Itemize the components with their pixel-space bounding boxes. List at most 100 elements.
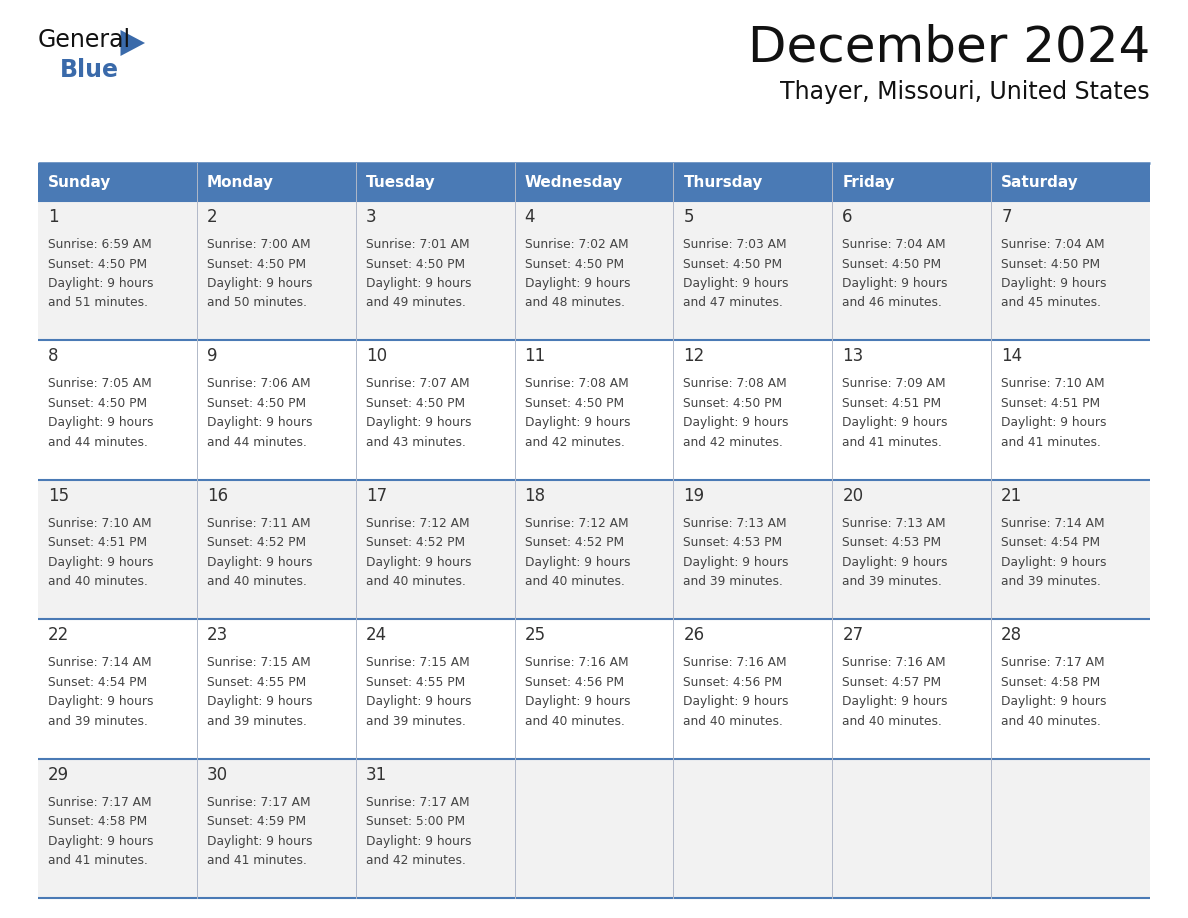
Bar [991, 758, 1150, 898]
Text: Sunrise: 7:15 AM: Sunrise: 7:15 AM [366, 656, 469, 669]
Bar [38, 341, 197, 480]
Text: Daylight: 9 hours: Daylight: 9 hours [366, 277, 472, 290]
Text: Daylight: 9 hours: Daylight: 9 hours [207, 277, 312, 290]
Text: and 42 minutes.: and 42 minutes. [683, 436, 783, 449]
Bar [674, 758, 833, 898]
Text: Sunrise: 7:06 AM: Sunrise: 7:06 AM [207, 377, 310, 390]
Text: Sunrise: 7:12 AM: Sunrise: 7:12 AM [525, 517, 628, 530]
Text: Sunset: 4:50 PM: Sunset: 4:50 PM [842, 258, 941, 271]
Bar [514, 758, 674, 898]
Text: 26: 26 [683, 626, 704, 644]
Bar [514, 163, 674, 201]
Text: Sunset: 4:53 PM: Sunset: 4:53 PM [683, 536, 783, 549]
Text: Sunset: 4:54 PM: Sunset: 4:54 PM [48, 676, 147, 688]
Text: Sunset: 4:50 PM: Sunset: 4:50 PM [48, 258, 147, 271]
Text: 6: 6 [842, 208, 853, 226]
Text: Sunset: 4:52 PM: Sunset: 4:52 PM [207, 536, 307, 549]
Text: Saturday: Saturday [1001, 174, 1079, 189]
Text: Daylight: 9 hours: Daylight: 9 hours [683, 417, 789, 430]
Text: 8: 8 [48, 347, 58, 365]
Text: 31: 31 [366, 766, 387, 784]
Text: Daylight: 9 hours: Daylight: 9 hours [366, 555, 472, 569]
Text: Sunset: 4:59 PM: Sunset: 4:59 PM [207, 815, 307, 828]
Text: 15: 15 [48, 487, 69, 505]
Text: Daylight: 9 hours: Daylight: 9 hours [366, 834, 472, 847]
Bar [991, 480, 1150, 620]
Text: Sunrise: 7:17 AM: Sunrise: 7:17 AM [1001, 656, 1105, 669]
Text: Sunrise: 7:00 AM: Sunrise: 7:00 AM [207, 238, 310, 251]
Text: General: General [38, 28, 131, 52]
Text: Daylight: 9 hours: Daylight: 9 hours [842, 555, 948, 569]
Text: and 39 minutes.: and 39 minutes. [48, 715, 147, 728]
Text: Sunrise: 7:01 AM: Sunrise: 7:01 AM [366, 238, 469, 251]
Text: 21: 21 [1001, 487, 1023, 505]
Text: and 44 minutes.: and 44 minutes. [48, 436, 147, 449]
Text: Sunrise: 7:09 AM: Sunrise: 7:09 AM [842, 377, 946, 390]
Text: 28: 28 [1001, 626, 1022, 644]
Text: Daylight: 9 hours: Daylight: 9 hours [525, 417, 630, 430]
Text: Daylight: 9 hours: Daylight: 9 hours [842, 695, 948, 708]
Text: Daylight: 9 hours: Daylight: 9 hours [366, 417, 472, 430]
Bar [38, 480, 197, 620]
Text: Daylight: 9 hours: Daylight: 9 hours [207, 417, 312, 430]
Text: 14: 14 [1001, 347, 1022, 365]
Text: Sunrise: 7:15 AM: Sunrise: 7:15 AM [207, 656, 310, 669]
Text: Sunrise: 6:59 AM: Sunrise: 6:59 AM [48, 238, 152, 251]
Text: 11: 11 [525, 347, 545, 365]
Text: 9: 9 [207, 347, 217, 365]
Text: and 40 minutes.: and 40 minutes. [525, 576, 625, 588]
Text: 16: 16 [207, 487, 228, 505]
Text: and 40 minutes.: and 40 minutes. [48, 576, 147, 588]
Text: Daylight: 9 hours: Daylight: 9 hours [48, 695, 153, 708]
Bar [833, 201, 991, 341]
Text: Thayer, Missouri, United States: Thayer, Missouri, United States [781, 80, 1150, 104]
Bar [197, 341, 355, 480]
Text: Sunset: 4:58 PM: Sunset: 4:58 PM [48, 815, 147, 828]
Text: Sunrise: 7:16 AM: Sunrise: 7:16 AM [525, 656, 628, 669]
Text: and 51 minutes.: and 51 minutes. [48, 297, 148, 309]
Text: and 39 minutes.: and 39 minutes. [683, 576, 783, 588]
Text: Sunset: 4:50 PM: Sunset: 4:50 PM [366, 397, 465, 410]
Text: 1: 1 [48, 208, 58, 226]
Text: Daylight: 9 hours: Daylight: 9 hours [48, 277, 153, 290]
Text: Sunrise: 7:11 AM: Sunrise: 7:11 AM [207, 517, 310, 530]
Text: and 44 minutes.: and 44 minutes. [207, 436, 307, 449]
Text: and 40 minutes.: and 40 minutes. [842, 715, 942, 728]
Bar [197, 480, 355, 620]
Text: Sunset: 4:52 PM: Sunset: 4:52 PM [525, 536, 624, 549]
Text: Daylight: 9 hours: Daylight: 9 hours [525, 555, 630, 569]
Text: and 39 minutes.: and 39 minutes. [366, 715, 466, 728]
Text: Friday: Friday [842, 174, 895, 189]
Text: Daylight: 9 hours: Daylight: 9 hours [48, 834, 153, 847]
Text: Sunset: 4:55 PM: Sunset: 4:55 PM [207, 676, 307, 688]
Text: 18: 18 [525, 487, 545, 505]
Text: Sunset: 5:00 PM: Sunset: 5:00 PM [366, 815, 465, 828]
Text: Sunrise: 7:04 AM: Sunrise: 7:04 AM [1001, 238, 1105, 251]
Text: Sunrise: 7:16 AM: Sunrise: 7:16 AM [683, 656, 788, 669]
Text: Daylight: 9 hours: Daylight: 9 hours [207, 695, 312, 708]
Text: Sunset: 4:50 PM: Sunset: 4:50 PM [525, 258, 624, 271]
Bar [833, 480, 991, 620]
Text: Sunrise: 7:12 AM: Sunrise: 7:12 AM [366, 517, 469, 530]
Bar [38, 201, 197, 341]
Text: Sunrise: 7:13 AM: Sunrise: 7:13 AM [842, 517, 946, 530]
Text: Sunset: 4:50 PM: Sunset: 4:50 PM [48, 397, 147, 410]
Text: and 41 minutes.: and 41 minutes. [48, 854, 147, 868]
Text: Sunset: 4:50 PM: Sunset: 4:50 PM [1001, 258, 1100, 271]
Text: 23: 23 [207, 626, 228, 644]
Polygon shape [120, 30, 145, 56]
Text: Sunset: 4:56 PM: Sunset: 4:56 PM [683, 676, 783, 688]
Text: and 39 minutes.: and 39 minutes. [207, 715, 307, 728]
Bar [833, 620, 991, 758]
Bar [833, 341, 991, 480]
Text: Sunset: 4:50 PM: Sunset: 4:50 PM [366, 258, 465, 271]
Text: Sunrise: 7:02 AM: Sunrise: 7:02 AM [525, 238, 628, 251]
Text: Sunrise: 7:16 AM: Sunrise: 7:16 AM [842, 656, 946, 669]
Bar [991, 620, 1150, 758]
Text: and 50 minutes.: and 50 minutes. [207, 297, 307, 309]
Text: Sunrise: 7:05 AM: Sunrise: 7:05 AM [48, 377, 152, 390]
Text: 30: 30 [207, 766, 228, 784]
Text: and 43 minutes.: and 43 minutes. [366, 436, 466, 449]
Text: 17: 17 [366, 487, 387, 505]
Bar [674, 480, 833, 620]
